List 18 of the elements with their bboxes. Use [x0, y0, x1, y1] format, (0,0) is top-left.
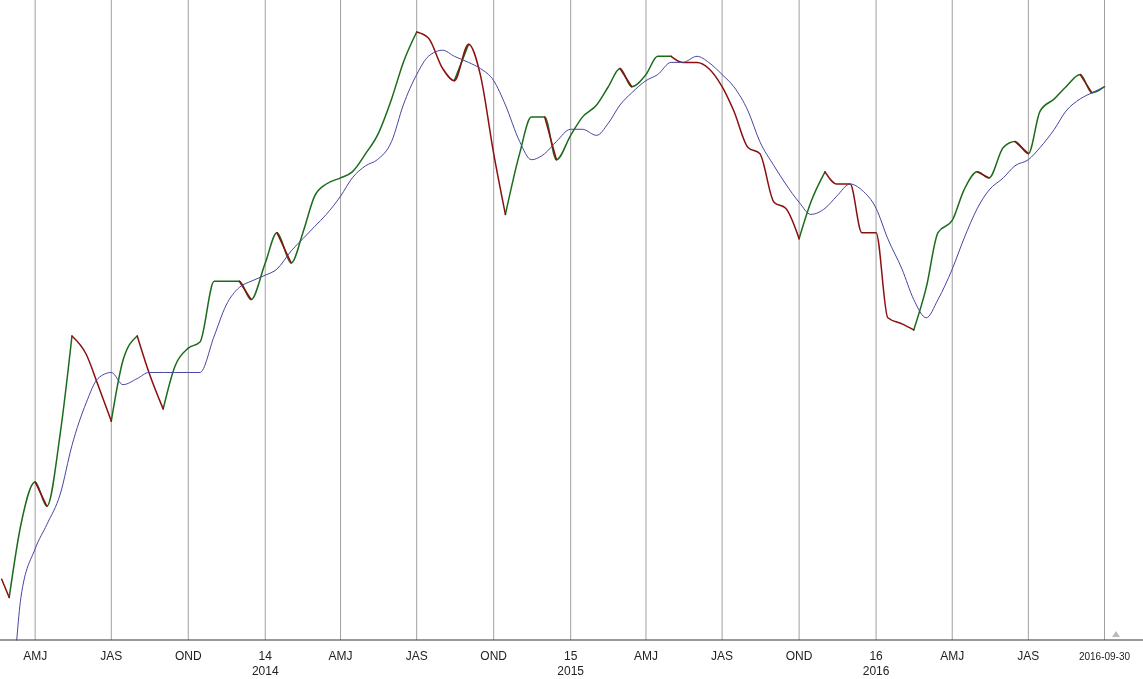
- text: 2014: [251, 664, 279, 678]
- x-tick-label: 16: [869, 649, 884, 663]
- x-tick-label: JAS: [711, 649, 734, 663]
- text: 2015: [557, 664, 585, 678]
- x-tick-label: AMJ: [23, 649, 48, 663]
- x-tick-label: AMJ: [940, 649, 965, 663]
- x-tick-label: 2016-09-30: [1078, 651, 1131, 662]
- text: 2016: [862, 664, 890, 678]
- x-tick-label: 15: [563, 649, 578, 663]
- x-tick-label: JAS: [1017, 649, 1040, 663]
- x-tick-label: JAS: [100, 649, 123, 663]
- x-tick-label: JAS: [405, 649, 428, 663]
- x-tick-label: AMJ: [328, 649, 353, 663]
- x-tick-label: AMJ: [633, 649, 658, 663]
- x-tick-label: OND: [174, 649, 202, 663]
- x-tick-label: OND: [785, 649, 813, 663]
- x-tick-label: OND: [480, 649, 508, 663]
- x-tick-label: 14: [258, 649, 273, 663]
